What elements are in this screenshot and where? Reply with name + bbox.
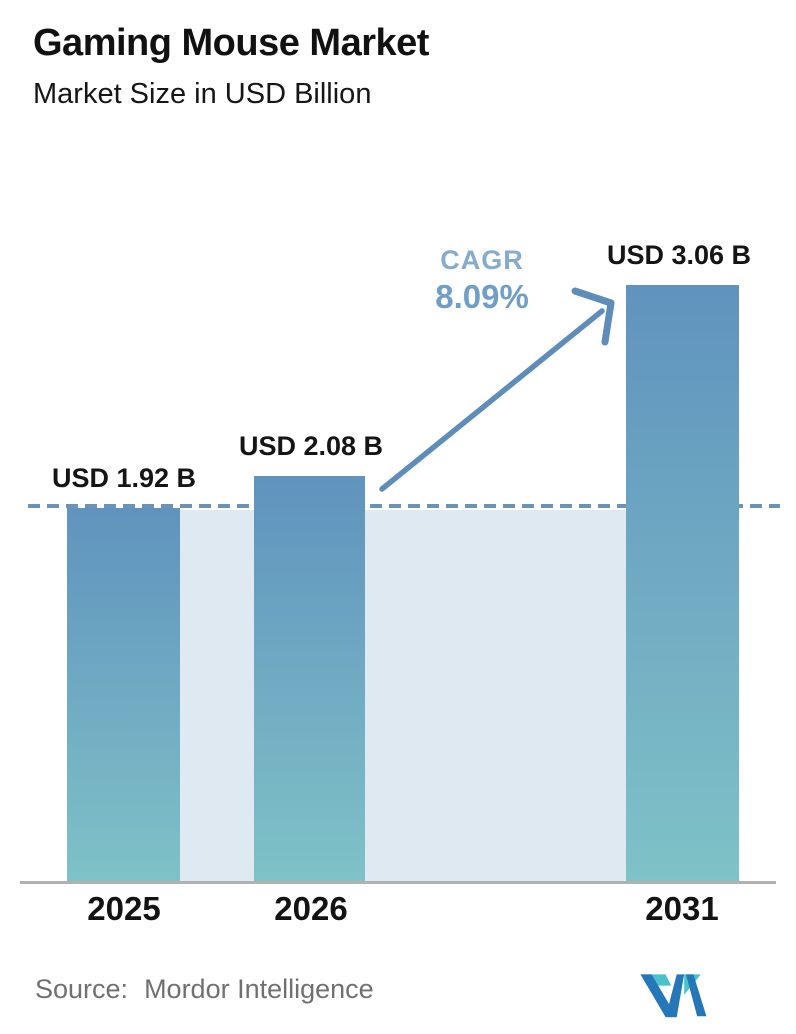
source-line: Source: Mordor Intelligence [35, 974, 374, 1005]
page-subtitle: Market Size in USD Billion [33, 78, 372, 110]
cagr-label: CAGR [440, 245, 524, 275]
cagr-annotation: CAGR 8.09% [435, 245, 529, 315]
cagr-value: 8.09% [435, 278, 529, 315]
bar-value-label-2026: USD 2.08 B [238, 431, 384, 461]
bar-2031 [626, 285, 739, 883]
bar-2025 [67, 508, 180, 883]
page-title: Gaming Mouse Market [33, 22, 429, 64]
baseline-dashed-line [28, 504, 780, 508]
bar-2026 [254, 476, 365, 883]
bar-value-label-2031: USD 3.06 B [606, 240, 752, 270]
source-label: Source: [35, 974, 129, 1004]
bar-value-label-2025: USD 1.92 B [51, 463, 197, 493]
x-axis-line [20, 881, 776, 884]
x-tick-2025: 2025 [87, 890, 161, 927]
mordor-intelligence-logo [640, 974, 707, 1018]
x-tick-2026: 2026 [274, 890, 348, 927]
x-tick-2031: 2031 [645, 890, 719, 927]
source-name: Mordor Intelligence [144, 974, 374, 1004]
